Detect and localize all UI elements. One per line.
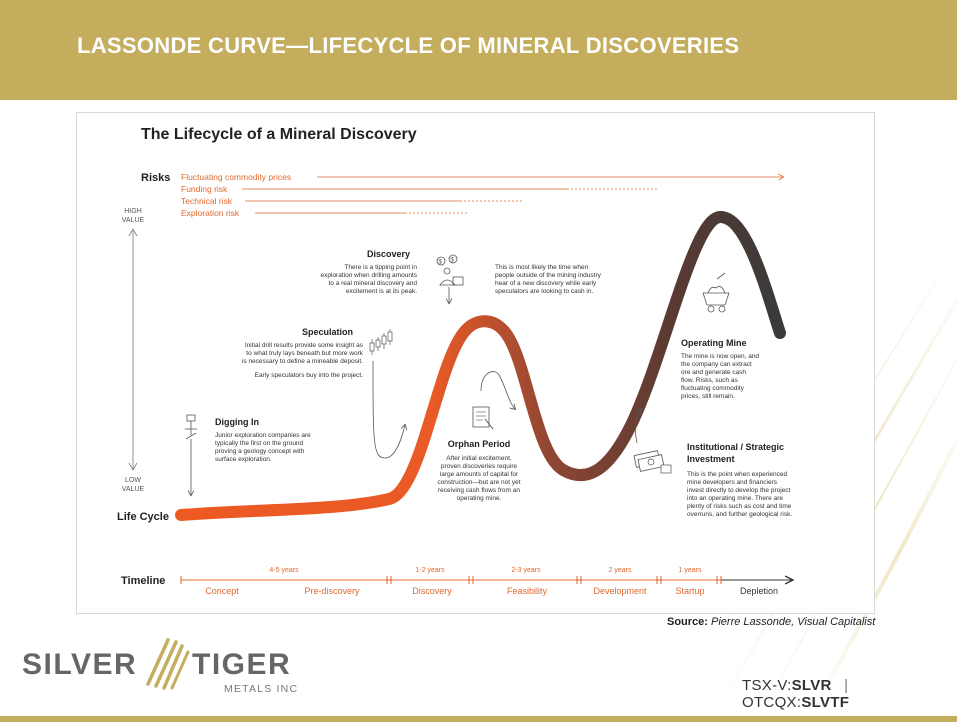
orphan-text-line: After initial excitement, (446, 455, 512, 462)
operating-text-line: the company can extract (681, 361, 752, 368)
speculation-text-line: Initial drill results provide some insig… (245, 342, 364, 349)
timeline-label: Timeline (121, 575, 165, 587)
timeline-phase: Pre-discovery (304, 586, 360, 596)
tsx-symbol: SLVR (791, 677, 832, 694)
speculation-title: Speculation (302, 327, 353, 337)
timeline-phase: Startup (675, 586, 704, 596)
discovery-text-line: to a real mineral discovery and (328, 280, 417, 287)
institutional-pointer (634, 409, 641, 444)
institutional-title-line2: Investment (687, 454, 735, 464)
operating-title: Operating Mine (681, 338, 747, 348)
risk-technical-label: Technical risk (181, 196, 233, 206)
digging-in-text-line: proving a geology concept with (215, 448, 305, 455)
timeline-phase: Depletion (740, 586, 778, 596)
otc-prefix: OTCQX: (742, 694, 802, 711)
value-axis-arrow-down (128, 462, 138, 471)
money-icon: $ $ (436, 254, 464, 286)
institutional-text-line: invest directly to develop the project (687, 487, 791, 494)
orphan-text-line: large amounts of capital for (440, 471, 519, 478)
high-value-line2: VALUE (122, 217, 145, 224)
operating-text-line: The mine is now open, and (681, 353, 759, 360)
logo-subtitle: METALS INC (224, 683, 298, 695)
discovery-note-line: This is most likely the time when (495, 264, 589, 271)
high-value-line1: HIGH (124, 208, 142, 215)
logo-word-tiger: TIGER (192, 648, 291, 681)
operating-text-line: prices, still remain. (681, 393, 735, 400)
diagram-title: The Lifecycle of a Mineral Discovery (141, 126, 417, 143)
discovery-note-line: hear of a new discovery while early (495, 280, 597, 287)
speculation-text-line: to what truly lays beneath but more work (246, 350, 363, 357)
timeline-duration: 1 years (679, 567, 702, 574)
operating-text-line: flow. Risks, such as (681, 377, 738, 384)
diagram-card: The Lifecycle of a Mineral Discovery Ris… (76, 112, 875, 614)
risks-label: Risks (141, 172, 170, 184)
discovery-text-line: excitement is at its peak. (346, 288, 417, 295)
timeline-duration: 2-3 years (511, 567, 541, 574)
operating-text-line: ore and generate cash (681, 369, 746, 376)
orphan-text-line: construction—but are not yet (437, 479, 520, 486)
value-axis-arrow-up (128, 228, 138, 237)
speculation-text-line: is necessary to define a mineable deposi… (242, 358, 363, 365)
lifecycle-diagram: The Lifecycle of a Mineral Discovery Ris… (117, 126, 874, 596)
digging-in-title: Digging In (215, 417, 259, 427)
otc-symbol: SLVTF (801, 694, 850, 711)
source-credit: Source: Pierre Lassonde, Visual Capitali… (667, 616, 875, 628)
institutional-text-line: mine developers and financiers (687, 479, 778, 486)
speculation-extra: Early speculators buy into the project. (255, 372, 364, 379)
timeline-duration: 2 years (609, 567, 632, 574)
svg-text:$: $ (439, 260, 443, 266)
institutional-text-line: overruns, and further geological risk. (687, 511, 792, 518)
slide-title: LASSONDE CURVE—LIFECYCLE OF MINERAL DISC… (77, 33, 740, 58)
document-icon (472, 406, 494, 430)
tsx-prefix: TSX-V: (742, 677, 792, 694)
orphan-pointer (480, 371, 515, 409)
discovery-title: Discovery (367, 249, 410, 259)
silver-tiger-logo: SILVER TIGER METALS INC (22, 638, 298, 695)
orphan-text-line: proven discoveries require (441, 463, 518, 470)
source-text: Pierre Lassonde, Visual Capitalist (711, 616, 876, 628)
footer-bar (0, 716, 957, 722)
candlestick-chart-icon (369, 329, 393, 355)
digging-in-text-line: typically the first on the ground (215, 440, 304, 447)
drill-rig-icon (185, 414, 197, 440)
institutional-title-line1: Institutional / Strategic (687, 442, 784, 452)
risk-commodity-label: Fluctuating commodity prices (181, 172, 291, 182)
digging-in-text-line: Junior exploration companies are (215, 432, 311, 439)
timeline-duration: 1-2 years (415, 567, 445, 574)
orphan-text-line: operating mine. (457, 495, 502, 502)
ticker-symbols: TSX-V:SLVR | OTCQX:SLVTF (742, 677, 957, 711)
discovery-text-line: exploration when drilling amounts (321, 272, 418, 279)
timeline-duration: 4-5 years (269, 567, 299, 574)
institutional-text-line: into an operating mine. There are (687, 495, 783, 502)
ticker-separator: | (844, 677, 849, 694)
life-cycle-label: Life Cycle (117, 511, 169, 523)
source-label: Source: (667, 616, 708, 628)
orphan-text-line: receiving cash flows from an (438, 487, 520, 494)
risk-funding-label: Funding risk (181, 184, 228, 194)
timeline-phase: Discovery (412, 586, 452, 596)
risk-exploration-label: Exploration risk (181, 208, 240, 218)
discovery-note-line: people outside of the mining industry (495, 272, 602, 279)
low-value-line2: VALUE (122, 486, 145, 493)
discovery-text-line: There is a tipping point in (344, 264, 417, 271)
claw-marks-icon (146, 638, 190, 690)
low-value-line1: LOW (125, 477, 141, 484)
timeline-phase: Concept (205, 586, 239, 596)
orphan-title: Orphan Period (448, 439, 511, 449)
cash-stack-icon (633, 450, 672, 474)
digging-in-text-line: surface exploration. (215, 456, 272, 463)
discovery-note-line: speculators are looking to cash in. (495, 288, 593, 295)
timeline-ticks (180, 576, 722, 584)
header-bar: LASSONDE CURVE—LIFECYCLE OF MINERAL DISC… (0, 0, 957, 100)
timeline-phase: Development (593, 586, 647, 596)
logo-word-silver: SILVER (22, 648, 137, 681)
institutional-text-line: plenty of risks such as cost and time (687, 503, 792, 510)
svg-text:$: $ (451, 258, 455, 264)
timeline-phase: Feasibility (507, 586, 548, 596)
operating-text-line: fluctuating commodity (681, 385, 745, 392)
institutional-text-line: This is the point when experienced (687, 471, 787, 478)
speculation-pointer (372, 360, 405, 459)
mine-cart-icon (702, 272, 730, 313)
lifecycle-curve (175, 211, 786, 521)
